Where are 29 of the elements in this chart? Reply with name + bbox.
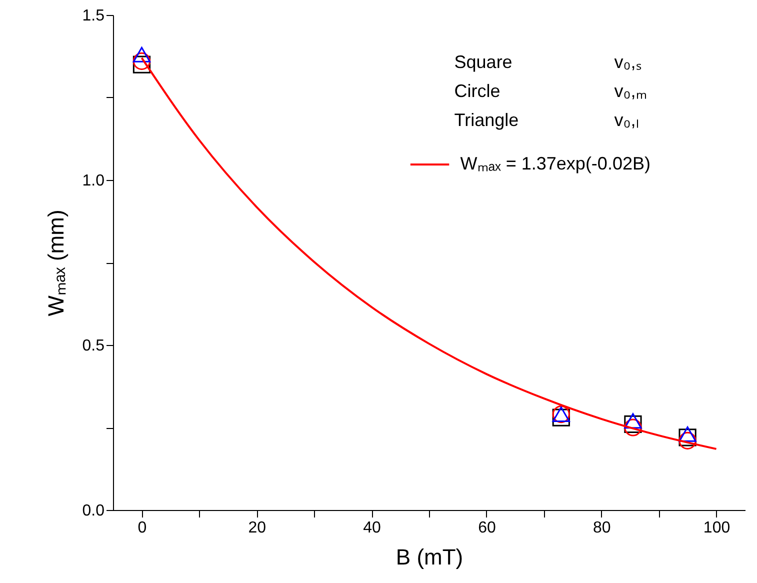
x-tick-label: 100 — [703, 520, 730, 536]
x-tick-label: 40 — [363, 520, 382, 536]
annotation: Triangle — [454, 110, 519, 130]
x-tick-label: 0 — [138, 520, 147, 536]
point — [132, 52, 151, 70]
annotation: Square — [454, 52, 512, 72]
point — [624, 418, 642, 436]
y-tick-label: 0.0 — [82, 502, 105, 520]
x-tick-label: 20 — [248, 520, 266, 536]
y-axis-title: Wₘₐₓ (mm) — [43, 210, 68, 316]
y-tick-label: 0.5 — [82, 338, 105, 354]
point — [624, 415, 642, 434]
x-axis-title: B (mT) — [396, 544, 464, 570]
point — [552, 408, 570, 426]
x-tick-label: 60 — [478, 520, 496, 536]
point — [678, 426, 696, 442]
point — [624, 413, 642, 429]
annotation: Circle — [454, 81, 500, 101]
annotation: v₀,ₘ — [614, 81, 647, 101]
y-tick-label: 1.5 — [82, 8, 105, 24]
point — [678, 432, 696, 450]
y-tick-label: 1.0 — [82, 172, 105, 190]
annotation: v₀,ₗ — [614, 110, 639, 130]
point — [678, 428, 696, 446]
point — [132, 46, 151, 62]
legend-label: Wₘₐₓ = 1.37exp(-0.02B) — [460, 154, 650, 174]
point — [132, 56, 151, 74]
x-tick-label: 80 — [592, 520, 611, 536]
annotation: v₀,ₛ — [614, 52, 642, 72]
